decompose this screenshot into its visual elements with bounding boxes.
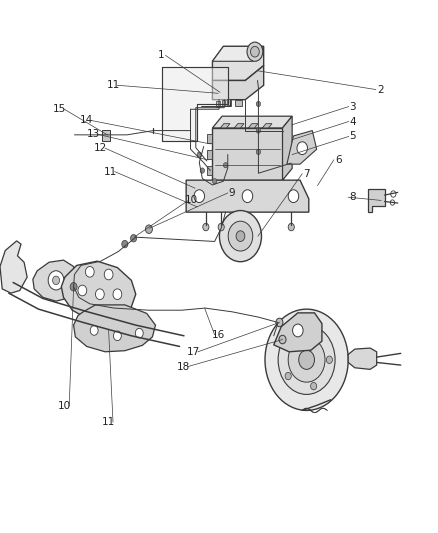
Bar <box>222 100 225 106</box>
Circle shape <box>95 289 104 300</box>
Text: 13: 13 <box>87 130 100 139</box>
Circle shape <box>228 221 253 251</box>
Polygon shape <box>262 124 272 128</box>
Circle shape <box>311 382 317 390</box>
Text: 7: 7 <box>303 169 310 179</box>
Circle shape <box>390 200 395 205</box>
Text: 11: 11 <box>102 417 115 427</box>
Text: 2: 2 <box>377 85 384 94</box>
Text: 14: 14 <box>80 116 93 125</box>
Circle shape <box>194 190 205 203</box>
Text: 4: 4 <box>349 117 356 126</box>
Polygon shape <box>234 124 244 128</box>
Bar <box>102 130 110 141</box>
Circle shape <box>276 318 283 327</box>
Polygon shape <box>283 116 292 180</box>
Polygon shape <box>212 46 264 80</box>
Polygon shape <box>0 241 27 293</box>
Circle shape <box>288 190 299 203</box>
Bar <box>235 100 242 106</box>
Circle shape <box>78 285 87 296</box>
Circle shape <box>200 168 205 173</box>
Circle shape <box>293 324 303 337</box>
Text: 5: 5 <box>349 132 356 141</box>
Circle shape <box>265 309 348 410</box>
Circle shape <box>122 240 128 248</box>
Text: 18: 18 <box>177 362 190 372</box>
Circle shape <box>223 163 228 168</box>
Circle shape <box>53 276 60 285</box>
Polygon shape <box>33 260 77 301</box>
Text: 1: 1 <box>158 51 165 60</box>
Circle shape <box>326 356 332 364</box>
Circle shape <box>135 328 143 338</box>
Circle shape <box>288 223 294 231</box>
Text: 11: 11 <box>104 167 117 176</box>
Circle shape <box>279 335 286 344</box>
Bar <box>224 100 231 106</box>
Polygon shape <box>74 305 155 352</box>
Text: 12: 12 <box>94 143 107 153</box>
Circle shape <box>218 223 224 231</box>
Polygon shape <box>212 46 264 61</box>
Text: 10: 10 <box>185 196 198 205</box>
Text: 17: 17 <box>187 347 200 357</box>
Circle shape <box>297 142 307 155</box>
Polygon shape <box>212 66 264 100</box>
Circle shape <box>299 350 314 369</box>
Text: 15: 15 <box>53 104 66 114</box>
Polygon shape <box>368 189 385 212</box>
Circle shape <box>285 340 291 347</box>
Circle shape <box>48 271 64 290</box>
Polygon shape <box>162 67 228 141</box>
Circle shape <box>85 266 94 277</box>
Circle shape <box>113 289 122 300</box>
Circle shape <box>278 325 335 394</box>
Polygon shape <box>248 124 258 128</box>
Text: 11: 11 <box>107 80 120 90</box>
Circle shape <box>113 331 121 341</box>
Circle shape <box>236 231 245 241</box>
Bar <box>227 99 230 105</box>
Circle shape <box>288 337 325 382</box>
Circle shape <box>251 46 259 57</box>
Circle shape <box>311 330 317 337</box>
Bar <box>207 150 212 159</box>
Text: 10: 10 <box>58 401 71 411</box>
Text: 9: 9 <box>228 188 235 198</box>
Polygon shape <box>274 313 322 352</box>
Polygon shape <box>220 124 230 128</box>
Text: 16: 16 <box>212 330 225 340</box>
Circle shape <box>104 269 113 280</box>
Circle shape <box>256 101 261 107</box>
Polygon shape <box>61 261 136 321</box>
Polygon shape <box>287 131 317 164</box>
Text: 3: 3 <box>349 102 356 111</box>
Polygon shape <box>186 180 309 212</box>
Circle shape <box>203 223 209 231</box>
Circle shape <box>131 235 137 242</box>
Circle shape <box>145 225 152 233</box>
Circle shape <box>90 326 98 335</box>
Circle shape <box>256 128 261 133</box>
Text: 8: 8 <box>349 192 356 202</box>
Circle shape <box>391 191 396 197</box>
Circle shape <box>70 282 77 291</box>
Bar <box>207 134 212 143</box>
Circle shape <box>247 42 263 61</box>
Bar <box>216 101 220 107</box>
Polygon shape <box>212 116 292 128</box>
Circle shape <box>197 152 201 157</box>
Circle shape <box>256 149 261 155</box>
Polygon shape <box>348 348 377 369</box>
Bar <box>207 166 212 175</box>
Circle shape <box>285 373 291 380</box>
Circle shape <box>242 190 253 203</box>
Circle shape <box>219 211 261 262</box>
Text: 6: 6 <box>335 155 342 165</box>
Circle shape <box>212 179 217 184</box>
Polygon shape <box>212 128 283 180</box>
